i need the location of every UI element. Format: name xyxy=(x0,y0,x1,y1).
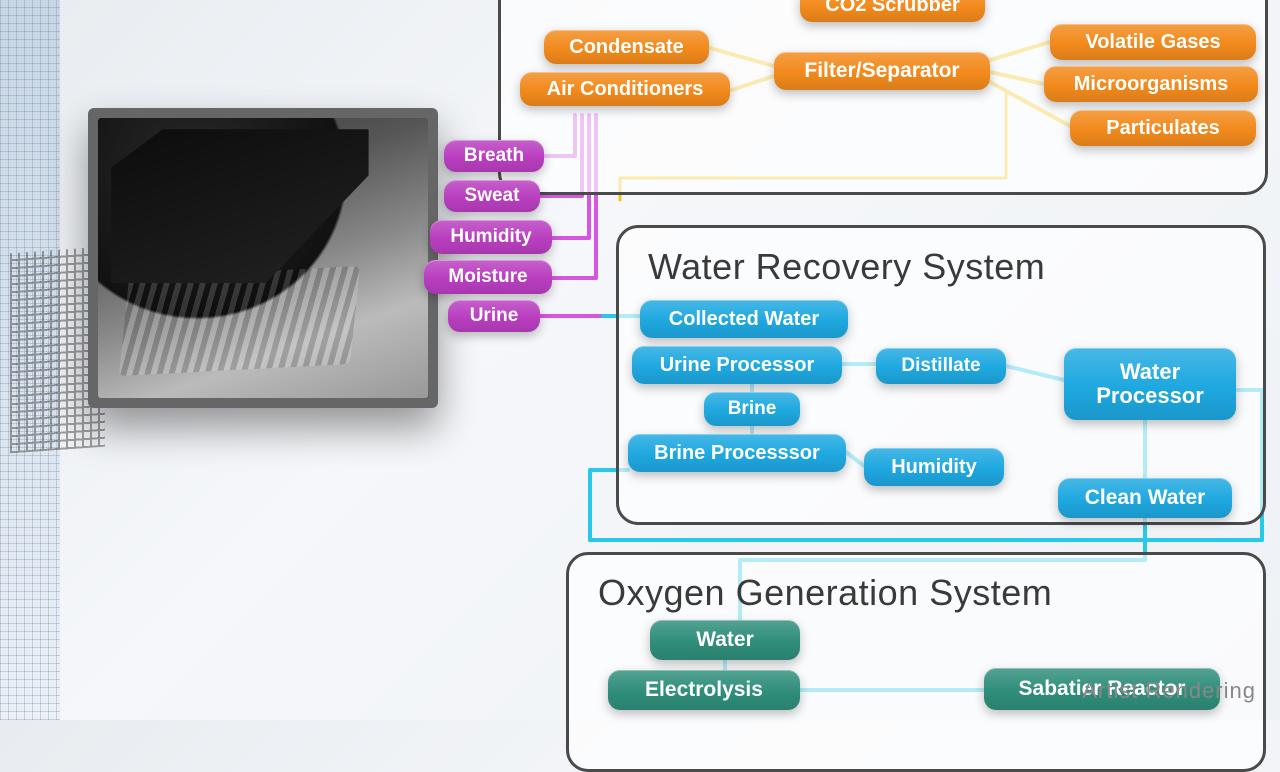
watermark-text: Artist Rendering xyxy=(1082,678,1256,704)
node-cyan-water-processor: Water Processor xyxy=(1064,348,1236,420)
node-orange-microorganisms: Microorganisms xyxy=(1044,66,1258,102)
node-magenta-moisture: Moisture xyxy=(424,260,552,294)
node-cyan-brine-processsor: Brine Processsor xyxy=(628,434,846,472)
node-cyan-brine: Brine xyxy=(704,392,800,426)
node-orange-particulates: Particulates xyxy=(1070,110,1256,146)
node-teal-water: Water xyxy=(650,620,800,660)
system-title-oxy: Oxygen Generation System xyxy=(598,572,1052,614)
system-title-water: Water Recovery System xyxy=(648,246,1045,288)
node-cyan-humidity: Humidity xyxy=(864,448,1004,486)
node-orange-co2-scrubber: CO2 Scrubber xyxy=(800,0,985,22)
node-orange-condensate: Condensate xyxy=(544,30,709,64)
node-cyan-clean-water: Clean Water xyxy=(1058,478,1232,518)
hardware-photo xyxy=(98,118,428,398)
node-cyan-distillate: Distillate xyxy=(876,348,1006,384)
node-magenta-breath: Breath xyxy=(444,140,544,172)
diagram-canvas: Water Recovery System Oxygen Generation S… xyxy=(0,0,1280,720)
node-magenta-humidity: Humidity xyxy=(430,220,552,254)
hardware-photo-inset xyxy=(88,108,438,408)
node-teal-electrolysis: Electrolysis xyxy=(608,670,800,710)
node-magenta-urine: Urine xyxy=(448,300,540,332)
node-magenta-sweat: Sweat xyxy=(444,180,540,212)
node-orange-filter-separator: Filter/Separator xyxy=(774,52,990,90)
node-orange-volatile-gases: Volatile Gases xyxy=(1050,24,1256,60)
node-orange-air-conditioners: Air Conditioners xyxy=(520,72,730,106)
node-cyan-urine-processor: Urine Processor xyxy=(632,346,842,384)
node-cyan-collected-water: Collected Water xyxy=(640,300,848,338)
